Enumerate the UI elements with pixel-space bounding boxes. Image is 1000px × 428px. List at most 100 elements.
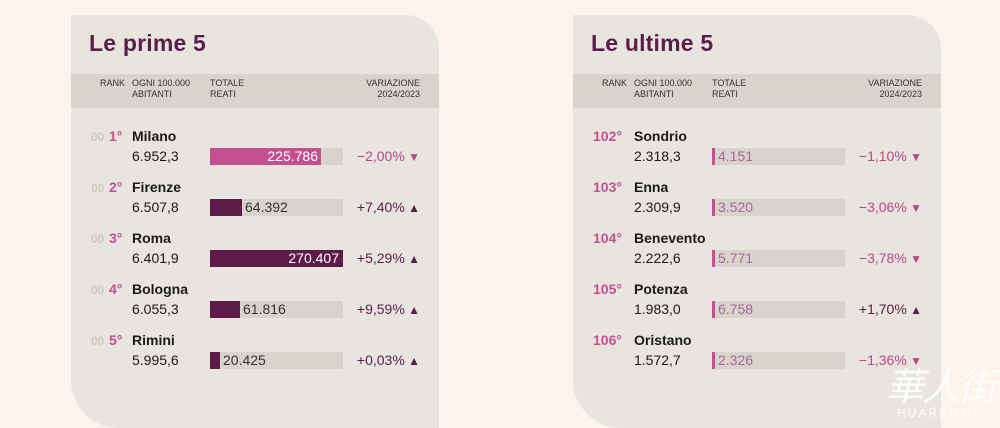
total-bar-track: 64.392 — [210, 199, 343, 216]
rank-ghost-digits: 00 — [91, 334, 105, 348]
variation-text: −3,78% — [858, 250, 907, 266]
per-capita-value: 5.995,6 — [132, 352, 179, 368]
variation-value: +1,70% ▲ — [859, 301, 922, 317]
variation-text: −1,10% — [858, 148, 907, 164]
table-header: RANK OGNI 100.000 ABITANTI TOTALE REATI VA… — [573, 74, 941, 108]
rank-ghost-digits: 00 — [91, 181, 105, 195]
rank-label: 105° — [593, 281, 622, 297]
total-label: 61.816 — [243, 301, 286, 317]
total-bar — [210, 199, 242, 216]
city-name: Firenze — [132, 179, 182, 195]
rank-label: 5° — [109, 332, 123, 348]
rank-label: 103° — [593, 179, 622, 195]
total-bar-track: 4.151 — [712, 148, 845, 165]
total-label: 5.771 — [718, 250, 754, 266]
rank-label: 1° — [109, 128, 123, 144]
triangle-down-icon: ▼ — [404, 150, 420, 164]
table-row: 105° Potenza 1.983,0 6.758 +1,70% ▲ — [573, 275, 941, 321]
per-capita-value: 1.572,7 — [634, 352, 681, 368]
triangle-up-icon: ▲ — [404, 201, 420, 215]
table-row: 00 5° Rimini 5.995,6 20.425 +0,03% ▲ — [71, 326, 439, 372]
rank-label: 4° — [109, 281, 123, 297]
per-capita-value: 2.222,6 — [634, 250, 681, 266]
total-bar-track: 3.520 — [712, 199, 845, 216]
rank-label: 104° — [593, 230, 622, 246]
table-row: 00 3° Roma 6.401,9 270.407 +5,29% ▲ — [71, 224, 439, 270]
total-bar-track: 6.758 — [712, 301, 845, 318]
total-label: 270.407 — [288, 250, 339, 266]
city-name: Sondrio — [634, 128, 687, 144]
total-bar — [712, 301, 715, 318]
total-label: 2.326 — [718, 352, 754, 368]
per-capita-value: 1.983,0 — [634, 301, 681, 317]
rank-label: 102° — [593, 128, 622, 144]
total-label: 4.151 — [718, 148, 754, 164]
watermark-logo: 華人街 — [885, 365, 996, 409]
city-name: Oristano — [634, 332, 692, 348]
variation-value: +9,59% ▲ — [357, 301, 420, 317]
col-header-rank: RANK — [100, 78, 126, 88]
city-name: Enna — [634, 179, 669, 195]
total-bar — [712, 199, 715, 216]
rank-label: 106° — [593, 332, 622, 348]
variation-value: −2,00% ▼ — [357, 148, 420, 164]
table-row: 00 2° Firenze 6.507,8 64.392 +7,40% ▲ — [71, 173, 439, 219]
table-header: RANK OGNI 100.000 ABITANTI TOTALE REATI VA… — [71, 74, 439, 108]
variation-value: −1,10% ▼ — [859, 148, 922, 164]
variation-value: −1,36% ▼ — [859, 352, 922, 368]
rank-ghost-digits: 00 — [91, 283, 105, 297]
variation-value: −3,78% ▼ — [859, 250, 922, 266]
col-header-variation: VARIAZIONE 2024/2023 — [366, 78, 420, 99]
triangle-up-icon: ▲ — [404, 354, 420, 368]
city-name: Rimini — [132, 332, 175, 348]
variation-value: −3,06% ▼ — [859, 199, 922, 215]
total-bar-track: 225.786 — [210, 148, 343, 165]
total-label: 64.392 — [245, 199, 288, 215]
table-row: 104° Benevento 2.222,6 5.771 −3,78% ▼ — [573, 224, 941, 270]
triangle-up-icon: ▲ — [906, 303, 922, 317]
total-bar — [210, 301, 240, 318]
total-label: 20.425 — [223, 352, 266, 368]
variation-value: +0,03% ▲ — [357, 352, 420, 368]
rank-label: 3° — [109, 230, 123, 246]
total-bar — [210, 250, 343, 267]
watermark: 華人街 HUARENJIE — [885, 365, 996, 420]
col-header-rank: RANK — [602, 78, 628, 88]
table-row: 103° Enna 2.309,9 3.520 −3,06% ▼ — [573, 173, 941, 219]
rank-ghost-digits: 00 — [91, 232, 105, 246]
per-capita-value: 6.055,3 — [132, 301, 179, 317]
panel-bottom-five: Le ultime 5 RANK OGNI 100.000 ABITANTI TO… — [573, 15, 941, 428]
variation-value: +7,40% ▲ — [357, 199, 420, 215]
per-capita-value: 6.507,8 — [132, 199, 179, 215]
total-bar-track: 61.816 — [210, 301, 343, 318]
total-bar-track: 20.425 — [210, 352, 343, 369]
total-label: 6.758 — [718, 301, 754, 317]
variation-text: +7,40% — [356, 199, 405, 215]
variation-text: +9,59% — [356, 301, 405, 317]
total-bar — [712, 148, 715, 165]
triangle-down-icon: ▼ — [906, 252, 922, 266]
per-capita-value: 6.952,3 — [132, 148, 179, 164]
triangle-up-icon: ▲ — [404, 303, 420, 317]
table-row: 00 4° Bologna 6.055,3 61.816 +9,59% ▲ — [71, 275, 439, 321]
city-name: Potenza — [634, 281, 688, 297]
table-row: 102° Sondrio 2.318,3 4.151 −1,10% ▼ — [573, 122, 941, 168]
triangle-down-icon: ▼ — [906, 150, 922, 164]
variation-text: −3,06% — [858, 199, 907, 215]
col-header-variation: VARIAZIONE 2024/2023 — [868, 78, 922, 99]
total-bar — [210, 352, 220, 369]
variation-text: −1,36% — [858, 352, 907, 368]
col-header-total: TOTALE REATI — [712, 78, 747, 99]
per-capita-value: 6.401,9 — [132, 250, 179, 266]
total-bar — [712, 352, 715, 369]
watermark-text: HUARENJIE — [896, 406, 983, 420]
total-bar-track: 5.771 — [712, 250, 845, 267]
panel-title: Le prime 5 — [89, 30, 207, 56]
city-name: Roma — [132, 230, 171, 246]
variation-text: +5,29% — [356, 250, 405, 266]
total-bar — [210, 148, 321, 165]
variation-value: +5,29% ▲ — [357, 250, 420, 266]
rank-label: 2° — [109, 179, 123, 195]
variation-text: −2,00% — [356, 148, 405, 164]
total-bar-track: 270.407 — [210, 250, 343, 267]
